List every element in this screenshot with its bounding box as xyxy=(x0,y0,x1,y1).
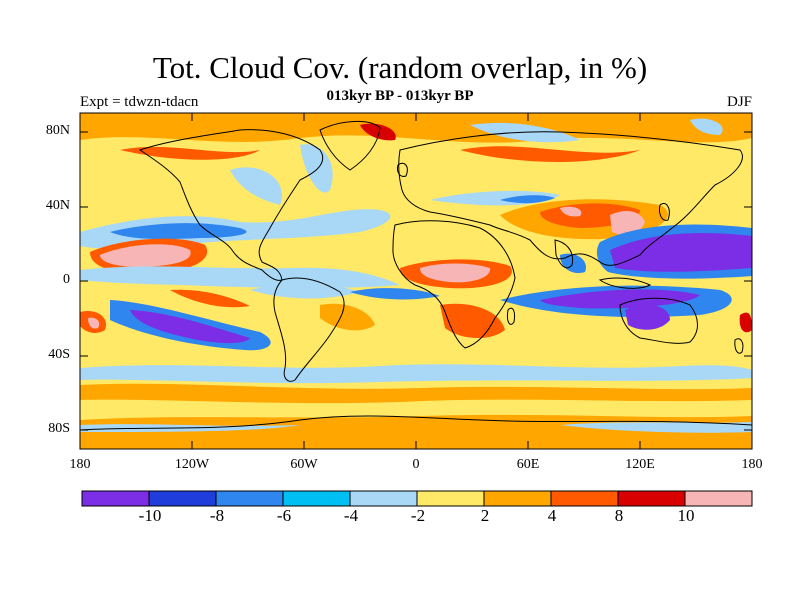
coastline-new-zealand xyxy=(734,338,744,354)
field-contour xyxy=(100,244,191,267)
lat-label-40s: 40S xyxy=(48,347,70,362)
coastline-japan xyxy=(659,203,670,221)
field-contour xyxy=(610,232,752,272)
lon-label-120w: 120W xyxy=(174,457,210,472)
map-title: Tot. Cloud Cov. (random overlap, in %) xyxy=(152,50,648,85)
field-contour xyxy=(560,422,752,433)
coastline-africa xyxy=(392,220,516,349)
coastline-india xyxy=(554,239,574,269)
field-contour xyxy=(88,317,100,329)
field-contour xyxy=(470,122,580,143)
coastline-madagascar xyxy=(507,307,515,325)
colorbar-swatch xyxy=(349,490,418,507)
field-contour xyxy=(540,289,700,309)
colorbar-swatch xyxy=(148,490,217,507)
field-contour xyxy=(230,167,282,205)
colorbar-label: 8 xyxy=(614,506,624,525)
experiment-label: Expt = tdwzn-tdacn xyxy=(80,94,199,110)
colorbar-swatch xyxy=(483,490,552,507)
colorbar-label: -6 xyxy=(276,506,292,525)
field-contour xyxy=(80,414,752,449)
colorbar-swatch xyxy=(282,490,351,507)
coastline-north-america xyxy=(138,129,323,281)
field-contour xyxy=(460,146,640,162)
coastlines xyxy=(80,120,752,431)
lat-label-40n: 40N xyxy=(45,198,70,213)
field-contour xyxy=(500,195,555,204)
colorbar-swatch xyxy=(81,490,150,507)
colorbar-label: -8 xyxy=(209,506,225,525)
field-contour xyxy=(320,303,375,331)
field-contour xyxy=(120,146,260,160)
lon-label-120e: 120E xyxy=(625,457,655,472)
field-contour xyxy=(350,288,440,300)
lon-label-180w: 180 xyxy=(69,457,91,472)
colorbar-label: -2 xyxy=(410,506,426,525)
field-contour xyxy=(690,118,723,135)
field-contour xyxy=(560,206,582,217)
field-contour xyxy=(625,304,670,330)
colorbar-label: 4 xyxy=(547,506,557,525)
lat-label-eq: 0 xyxy=(63,272,70,287)
field-contour xyxy=(420,263,491,283)
field-contour xyxy=(739,312,752,333)
axis-ticks xyxy=(79,113,753,449)
field-contour xyxy=(170,289,250,308)
field-contour xyxy=(360,123,396,141)
lon-label-60w: 60W xyxy=(290,457,318,472)
coastline-antarctica xyxy=(80,415,752,431)
coastline-greenland xyxy=(319,120,381,171)
colorbar-swatch xyxy=(215,490,284,507)
lat-label-80n: 80N xyxy=(45,123,70,138)
colorbar-swatch xyxy=(550,490,619,507)
colorbar-label: 2 xyxy=(480,506,490,525)
colorbar-swatch xyxy=(617,490,686,507)
field-contour xyxy=(110,223,247,240)
coastline-uk xyxy=(397,162,408,177)
field-contour xyxy=(610,210,645,235)
field-contour xyxy=(80,364,752,384)
coastline-south-america xyxy=(273,277,345,382)
lon-label-60e: 60E xyxy=(516,457,540,472)
season-label: DJF xyxy=(726,94,752,110)
colorbar-label: 10 xyxy=(677,506,695,525)
lon-label-180e: 180 xyxy=(741,457,763,472)
map-field xyxy=(80,113,752,449)
colorbar-swatch xyxy=(416,490,485,507)
lat-label-80s: 80S xyxy=(48,421,70,436)
map-subtitle: 013kyr BP - 013kyr BP xyxy=(326,88,474,104)
coastline-eurasia xyxy=(398,131,743,266)
field-contour xyxy=(130,310,250,344)
field-contour xyxy=(80,113,752,143)
lon-label-0: 0 xyxy=(412,457,420,472)
coastline-indonesia xyxy=(598,277,652,289)
colorbar-label: -4 xyxy=(343,506,359,525)
field-contour xyxy=(80,383,752,404)
colorbar xyxy=(81,490,753,507)
colorbar-label: -10 xyxy=(138,506,162,525)
field-contour xyxy=(300,144,333,193)
colorbar-swatch xyxy=(684,490,753,507)
coastline-australia xyxy=(619,297,698,344)
